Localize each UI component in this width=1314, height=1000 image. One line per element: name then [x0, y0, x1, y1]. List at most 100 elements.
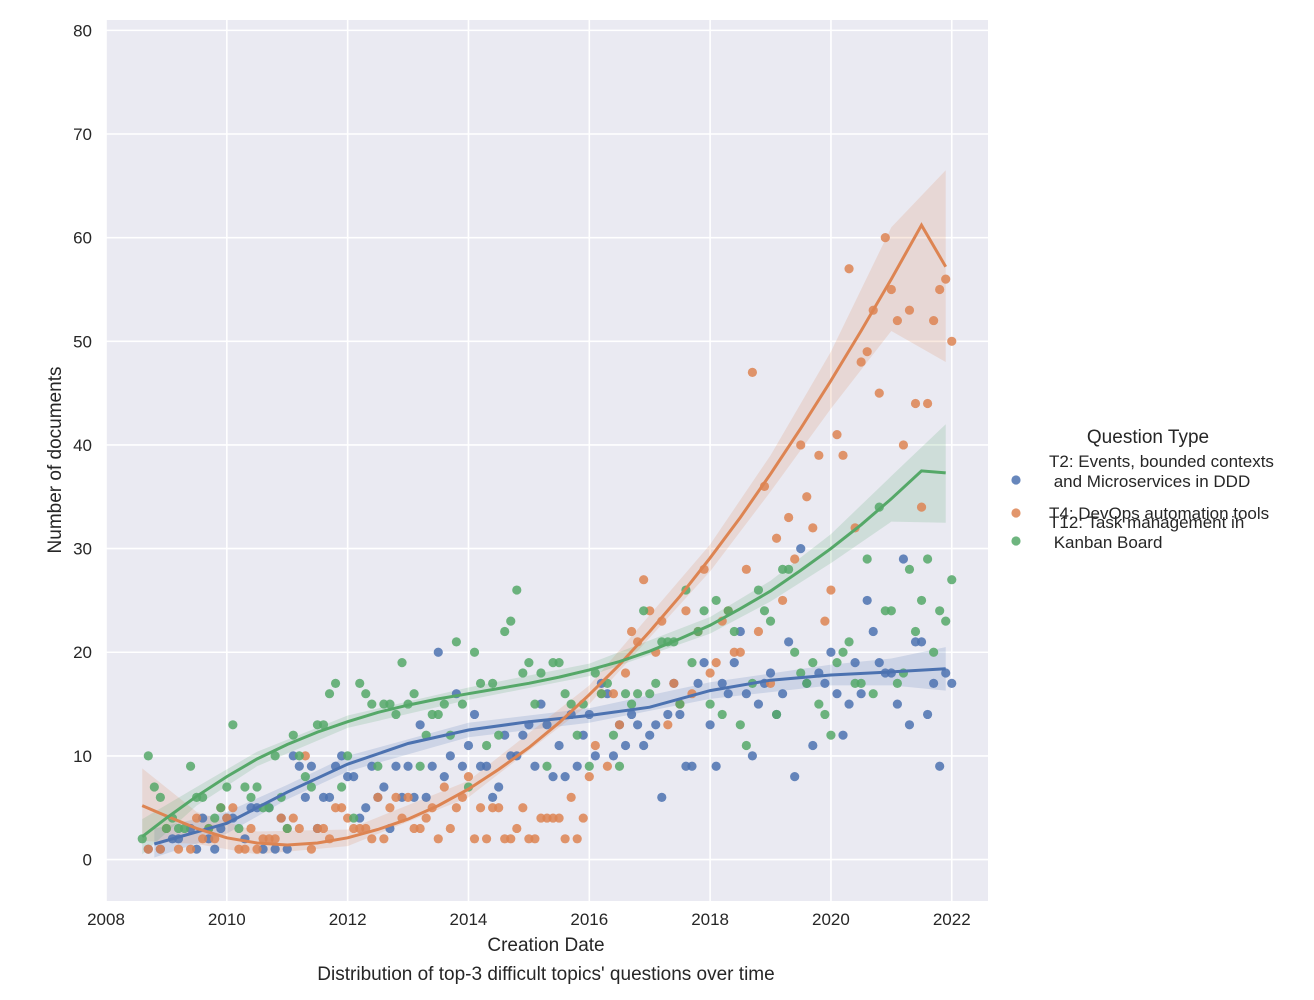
- data-point: [935, 284, 945, 295]
- legend-label-2: T12: Task management in Kanban Board: [1049, 513, 1244, 552]
- data-point: [886, 606, 896, 616]
- data-point: [735, 647, 745, 657]
- data-point: [337, 803, 347, 813]
- plot-background: [106, 20, 988, 901]
- data-point: [590, 740, 600, 751]
- data-point: [753, 585, 764, 595]
- data-point: [210, 844, 220, 854]
- data-point: [687, 658, 697, 668]
- data-point: [681, 606, 691, 616]
- data-point: [784, 512, 794, 523]
- data-point: [614, 720, 625, 730]
- y-tick-label: 50: [73, 332, 92, 351]
- data-point: [433, 834, 443, 844]
- data-point: [536, 668, 546, 678]
- data-point: [669, 678, 679, 688]
- x-tick-labels: 2008 2010 2012 2014 2016 2018 2020 2022: [87, 910, 971, 929]
- data-point: [910, 398, 921, 409]
- data-point: [469, 709, 480, 720]
- data-point: [512, 823, 522, 834]
- data-point: [620, 740, 631, 751]
- data-point: [675, 699, 685, 709]
- data-point: [337, 782, 347, 792]
- data-point: [693, 678, 703, 688]
- data-point: [886, 284, 896, 295]
- y-tick-label: 70: [73, 125, 92, 144]
- data-point: [747, 751, 757, 761]
- y-tick-label: 30: [73, 540, 92, 559]
- data-point: [282, 844, 292, 854]
- data-point: [149, 782, 159, 792]
- data-point: [324, 689, 335, 699]
- data-point: [300, 772, 310, 782]
- data-point: [391, 761, 401, 771]
- data-point: [904, 305, 915, 315]
- data-point: [717, 709, 727, 720]
- data-point: [554, 740, 564, 751]
- data-point: [294, 761, 304, 771]
- data-point: [639, 740, 649, 751]
- data-point: [796, 440, 806, 450]
- data-point: [475, 803, 486, 813]
- legend-label-0: T2: Events, bounded contexts and Microse…: [1049, 452, 1274, 491]
- y-tick-labels: 0 10 20 30 40 50 60 70 80: [73, 21, 92, 869]
- data-point: [596, 689, 606, 699]
- data-point: [385, 803, 395, 813]
- data-point: [306, 844, 316, 854]
- data-point: [488, 678, 498, 688]
- data-point: [729, 626, 739, 637]
- data-point: [494, 730, 504, 740]
- data-point: [935, 606, 945, 616]
- data-point: [252, 844, 262, 854]
- data-point: [838, 647, 848, 657]
- data-point: [548, 772, 558, 782]
- data-point: [844, 264, 854, 274]
- data-point: [306, 782, 316, 792]
- data-point: [330, 678, 341, 688]
- data-point: [457, 761, 468, 771]
- data-point: [270, 751, 280, 761]
- data-point: [929, 678, 939, 688]
- y-axis-title: Number of documents: [45, 367, 66, 554]
- data-point: [802, 492, 812, 502]
- data-point: [711, 761, 721, 771]
- confidence-bands: [142, 170, 946, 858]
- data-point: [506, 834, 516, 844]
- data-point: [904, 564, 915, 574]
- data-point: [572, 834, 582, 844]
- data-point: [753, 699, 764, 709]
- data-point: [198, 834, 208, 844]
- data-point: [729, 658, 739, 668]
- data-point: [185, 844, 196, 854]
- data-point: [572, 761, 582, 771]
- data-point: [361, 689, 371, 699]
- data-point: [300, 792, 310, 802]
- data-point: [608, 751, 619, 761]
- data-point: [808, 658, 818, 668]
- data-point: [639, 575, 649, 585]
- data-point: [270, 844, 280, 854]
- data-point: [421, 792, 431, 802]
- data-point: [524, 658, 534, 668]
- data-point: [735, 720, 745, 730]
- data-point: [741, 740, 751, 751]
- data-point: [608, 730, 619, 740]
- data-point: [373, 761, 383, 771]
- scatter-points: [137, 233, 957, 854]
- data-point: [832, 429, 842, 440]
- data-point: [947, 336, 957, 346]
- data-point: [518, 803, 528, 813]
- data-point: [663, 720, 673, 730]
- data-point: [856, 678, 866, 688]
- data-point: [294, 823, 304, 834]
- data-point: [929, 315, 939, 326]
- data-point: [929, 647, 939, 657]
- data-point: [391, 792, 401, 802]
- legend-marker-0: [1011, 475, 1021, 485]
- data-point: [246, 823, 256, 834]
- data-point: [904, 720, 915, 730]
- data-point: [699, 658, 709, 668]
- data-point: [349, 772, 359, 782]
- data-point: [922, 709, 933, 720]
- data-point: [451, 637, 461, 647]
